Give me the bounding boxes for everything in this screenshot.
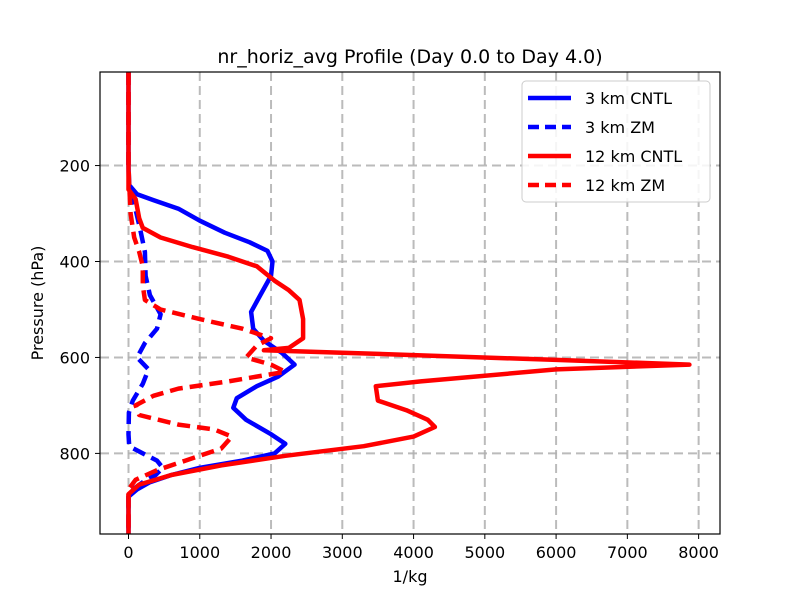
series-line-3-km-zm	[126, 72, 165, 534]
series-line-12-km-cntl	[126, 72, 692, 534]
x-axis-ticks: 0 1000 2000 3000 4000 5000 6000 7000 8000	[123, 534, 719, 562]
x-tick-label: 5000	[464, 543, 505, 562]
series-line-3-km-cntl	[126, 72, 297, 534]
series-line-12-km-zm	[126, 72, 288, 534]
x-tick-label: 1000	[179, 543, 220, 562]
x-axis-label: 1/kg	[393, 567, 428, 586]
legend-box	[521, 80, 711, 203]
x-tick-label: 8000	[678, 543, 719, 562]
x-tick-label: 0	[123, 543, 133, 562]
legend-label-12-km-zm: 12 km ZM	[585, 176, 665, 195]
x-tick-label: 3000	[322, 543, 363, 562]
plot-frame	[99, 71, 721, 535]
y-tick-label: 400	[59, 253, 90, 272]
x-tick-label: 7000	[607, 543, 648, 562]
x-tick-label: 2000	[251, 543, 292, 562]
chart-title: nr_horiz_avg Profile (Day 0.0 to Day 4.0…	[217, 46, 602, 68]
legend-label-3-km-zm: 3 km ZM	[585, 118, 655, 137]
series-lines	[126, 72, 692, 534]
y-axis-ticks: 200 400 600 800	[59, 157, 100, 463]
x-tick-label: 6000	[536, 543, 577, 562]
y-tick-label: 800	[59, 444, 90, 463]
y-axis-label: Pressure (hPa)	[28, 246, 47, 361]
y-tick-label: 600	[59, 348, 90, 367]
legend: 3 km CNTL 3 km ZM 12 km CNTL 12 km ZM	[521, 80, 711, 203]
legend-label-12-km-cntl: 12 km CNTL	[585, 147, 682, 166]
x-tick-label: 4000	[393, 543, 434, 562]
legend-label-3-km-cntl: 3 km CNTL	[585, 89, 672, 108]
y-tick-label: 200	[59, 157, 90, 176]
